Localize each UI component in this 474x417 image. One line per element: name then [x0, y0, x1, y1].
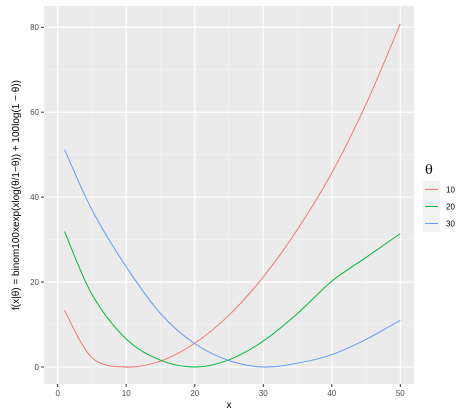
x-tick-label: 40	[327, 389, 336, 398]
x-tick-label: 0	[55, 389, 60, 398]
legend-title: θ	[425, 163, 433, 178]
y-axis-title: f(x|θ) = binom100xexp(xlog(θ/1−θ)) + 100…	[11, 80, 22, 310]
series-line-10	[64, 23, 401, 368]
series-line-20	[64, 231, 401, 368]
y-tick-label: 80	[30, 23, 39, 32]
y-tick-label: 60	[30, 108, 39, 117]
series-line-30	[64, 149, 401, 368]
x-axis-title: x	[227, 400, 232, 411]
series-lines	[64, 23, 401, 368]
y-axis: 0 20 40 60 80	[30, 23, 44, 372]
grid-minor	[44, 6, 414, 384]
x-tick-label: 10	[122, 389, 131, 398]
y-tick-label: 40	[30, 193, 39, 202]
x-tick-label: 30	[259, 389, 268, 398]
legend: θ 10 20 30	[423, 163, 455, 232]
x-tick-label: 50	[396, 389, 405, 398]
legend-label-20: 20	[446, 203, 455, 212]
legend-label-30: 30	[446, 220, 455, 229]
y-axis-title-text: f(x|θ) = binom100xexp(xlog(θ/1−θ)) + 100…	[11, 80, 22, 310]
y-tick-label: 20	[30, 278, 39, 287]
grid-major	[44, 6, 414, 384]
y-tick-label: 0	[35, 363, 40, 372]
x-tick-label: 20	[190, 389, 199, 398]
legend-label-10: 10	[446, 186, 455, 195]
x-axis: 0 10 20 30 40 50	[55, 384, 405, 398]
